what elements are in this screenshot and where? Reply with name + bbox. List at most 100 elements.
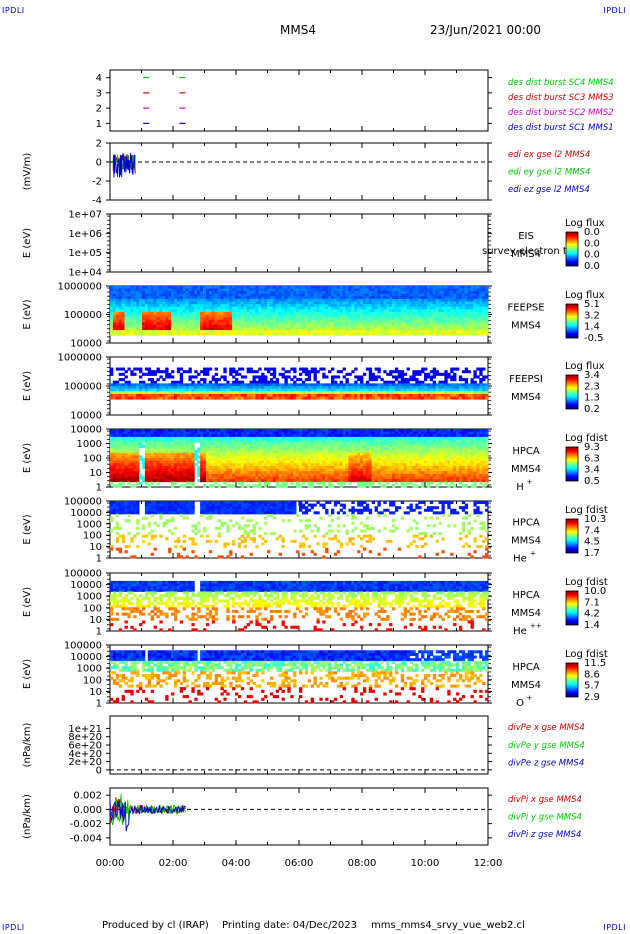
heatmap-cell [156,327,160,331]
heatmap-cell [232,458,236,462]
heatmap-cell [182,304,186,308]
heatmap-cell [220,291,224,295]
heatmap-cell [197,298,201,302]
heatmap-cell [293,317,297,321]
heatmap-cell [342,327,346,331]
heatmap-cell [130,332,134,336]
heatmap-cell [203,484,207,488]
heatmap-cell [173,458,178,462]
heatmap-cell [461,324,466,328]
heatmap-cell [214,367,218,371]
heatmap-cell [235,293,239,297]
heatmap-cell [377,396,381,400]
heatmap-cell [205,383,210,387]
heatmap-cell [118,378,123,382]
heatmap-cell [447,393,451,397]
heatmap-cell [348,319,352,323]
heatmap-cell [165,298,169,302]
heatmap-cell [246,291,250,295]
heatmap-cell [380,386,384,390]
heatmap-cell [450,375,454,379]
heatmap-cell [476,324,480,328]
heatmap-cell [258,332,262,336]
heatmap-cell [456,332,460,336]
heatmap-cell [168,452,172,456]
heatmap-cell [284,288,288,292]
heatmap-cell [351,332,355,336]
heatmap-cell [235,463,239,467]
heatmap-cell [130,463,134,467]
heatmap-cell [124,460,128,464]
heatmap-cell [278,306,282,310]
heatmap-cell [377,324,381,328]
heatmap-cell [217,386,221,390]
heatmap-cell [115,288,120,292]
heatmap-cell [211,311,216,315]
heatmap-cell [482,322,486,326]
heatmap-cell [188,465,192,469]
heatmap-cell [479,319,483,323]
heatmap-cell [112,327,117,331]
heatmap-cell [133,479,137,483]
heatmap-cell [118,317,123,321]
heatmap-cell [397,301,402,305]
heatmap-cell [171,396,175,400]
heatmap-cell [229,298,233,302]
heatmap-cell [339,309,344,313]
heatmap-cell [110,460,114,464]
heatmap-cell [240,296,245,300]
heatmap-cell [290,296,294,300]
heatmap-cell [162,455,166,459]
heatmap-cell [159,286,163,289]
heatmap-cell [456,306,460,310]
heatmap-cell [188,314,192,318]
heatmap-cell [243,447,248,451]
heatmap-cell [194,386,198,390]
heatmap-cell [470,319,474,323]
heatmap-cell [316,370,320,374]
heatmap-cell [162,439,166,443]
heatmap-cell [458,388,463,392]
heatmap-cell [197,455,201,459]
heatmap-cell [185,458,189,462]
y-tick-label: 2 [96,139,102,150]
heatmap-cell [232,301,236,305]
heatmap-cell [147,439,152,443]
heatmap-cell [191,306,195,310]
heatmap-cell [237,436,242,440]
heatmap-cell [232,324,236,328]
heatmap-cell [211,468,216,472]
heatmap-cell [429,288,434,292]
heatmap-cell [458,391,463,395]
heatmap-cell [278,288,282,292]
heatmap-cell [165,396,169,400]
heatmap-cell [406,388,410,392]
heatmap-cell [470,296,474,300]
heatmap-cell [272,293,277,297]
heatmap-cell [240,465,245,469]
heatmap-cell [264,393,268,397]
heatmap-cell [333,383,338,387]
heatmap-cell [194,296,198,300]
heatmap-cell [200,447,204,451]
heatmap-cell [171,444,175,448]
y-tick-label: 0 [96,158,102,169]
heatmap-cell [182,479,186,483]
heatmap-cell [235,319,239,323]
heatmap-cell [258,393,262,397]
heatmap-cell [217,298,221,302]
heatmap-cell [179,386,184,390]
heatmap-cell [368,378,373,382]
heatmap-cell [467,296,471,300]
heatmap-cell [159,434,163,438]
heatmap-cell [235,306,239,310]
heatmap-cell [144,319,149,323]
heatmap-cell [220,301,224,305]
heatmap-cell [237,288,242,292]
heatmap-cell [168,324,172,328]
heatmap-cell [162,460,166,464]
heatmap-cell [153,293,157,297]
heatmap-cell [179,463,184,467]
heatmap-cell [278,396,282,400]
heatmap-cell [456,288,460,292]
